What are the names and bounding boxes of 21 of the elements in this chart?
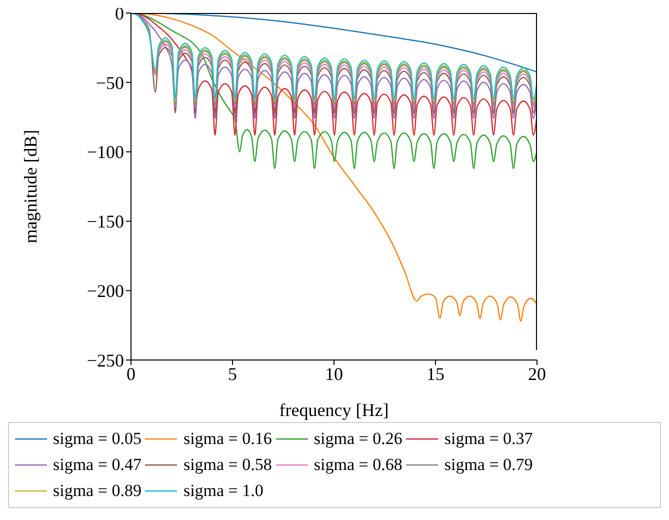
x-tick-label: 10	[325, 364, 343, 384]
legend-label: sigma = 0.37	[444, 429, 533, 449]
legend-label: sigma = 0.26	[314, 429, 402, 449]
legend-label: sigma = 0.58	[183, 455, 272, 475]
y-tick-label: −50	[96, 72, 124, 93]
legend-label: sigma = 1.0	[183, 481, 264, 501]
x-tick-label: 5	[228, 364, 237, 384]
y-tick-label: −250	[86, 350, 124, 370]
legend-label: sigma = 0.79	[444, 455, 533, 475]
legend-label: sigma = 0.16	[183, 429, 272, 449]
y-tick-label: −200	[86, 280, 124, 301]
legend-label: sigma = 0.89	[53, 481, 142, 501]
y-tick-label: −100	[86, 142, 124, 162]
y-axis-title: magnitude [dB]	[20, 130, 40, 244]
legend-label: sigma = 0.68	[314, 455, 402, 475]
x-tick-label: 20	[528, 364, 546, 384]
x-axis-title: frequency [Hz]	[279, 400, 389, 420]
x-tick-label: 15	[426, 364, 444, 384]
legend-label: sigma = 0.05	[53, 429, 142, 449]
legend-label: sigma = 0.47	[53, 455, 142, 475]
y-tick-label: −150	[86, 212, 124, 232]
